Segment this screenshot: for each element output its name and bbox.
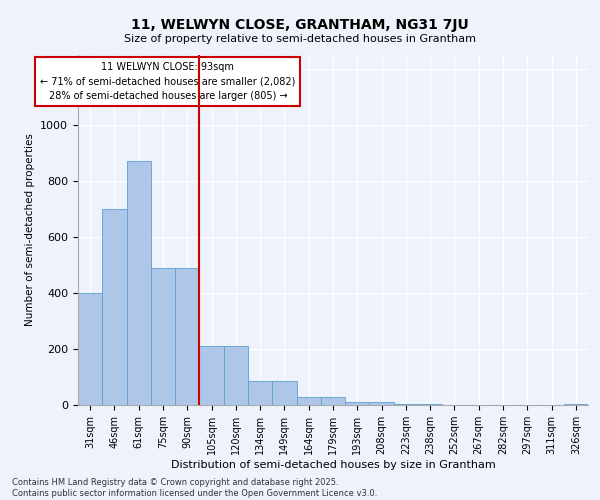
Bar — [127, 162, 151, 405]
Bar — [248, 381, 272, 405]
Y-axis label: Number of semi-detached properties: Number of semi-detached properties — [25, 134, 35, 326]
X-axis label: Distribution of semi-detached houses by size in Grantham: Distribution of semi-detached houses by … — [170, 460, 496, 470]
Text: Size of property relative to semi-detached houses in Grantham: Size of property relative to semi-detach… — [124, 34, 476, 43]
Bar — [151, 268, 175, 405]
Bar — [370, 402, 394, 405]
Text: Contains HM Land Registry data © Crown copyright and database right 2025.
Contai: Contains HM Land Registry data © Crown c… — [12, 478, 377, 498]
Bar — [345, 402, 370, 405]
Bar — [175, 268, 199, 405]
Bar — [394, 404, 418, 405]
Bar — [272, 381, 296, 405]
Bar — [78, 293, 102, 405]
Bar — [199, 346, 224, 405]
Bar — [296, 396, 321, 405]
Text: 11 WELWYN CLOSE: 93sqm
← 71% of semi-detached houses are smaller (2,082)
28% of : 11 WELWYN CLOSE: 93sqm ← 71% of semi-det… — [40, 62, 296, 102]
Bar — [102, 209, 127, 405]
Bar — [224, 346, 248, 405]
Bar — [564, 404, 588, 405]
Bar — [418, 404, 442, 405]
Bar — [321, 396, 345, 405]
Text: 11, WELWYN CLOSE, GRANTHAM, NG31 7JU: 11, WELWYN CLOSE, GRANTHAM, NG31 7JU — [131, 18, 469, 32]
